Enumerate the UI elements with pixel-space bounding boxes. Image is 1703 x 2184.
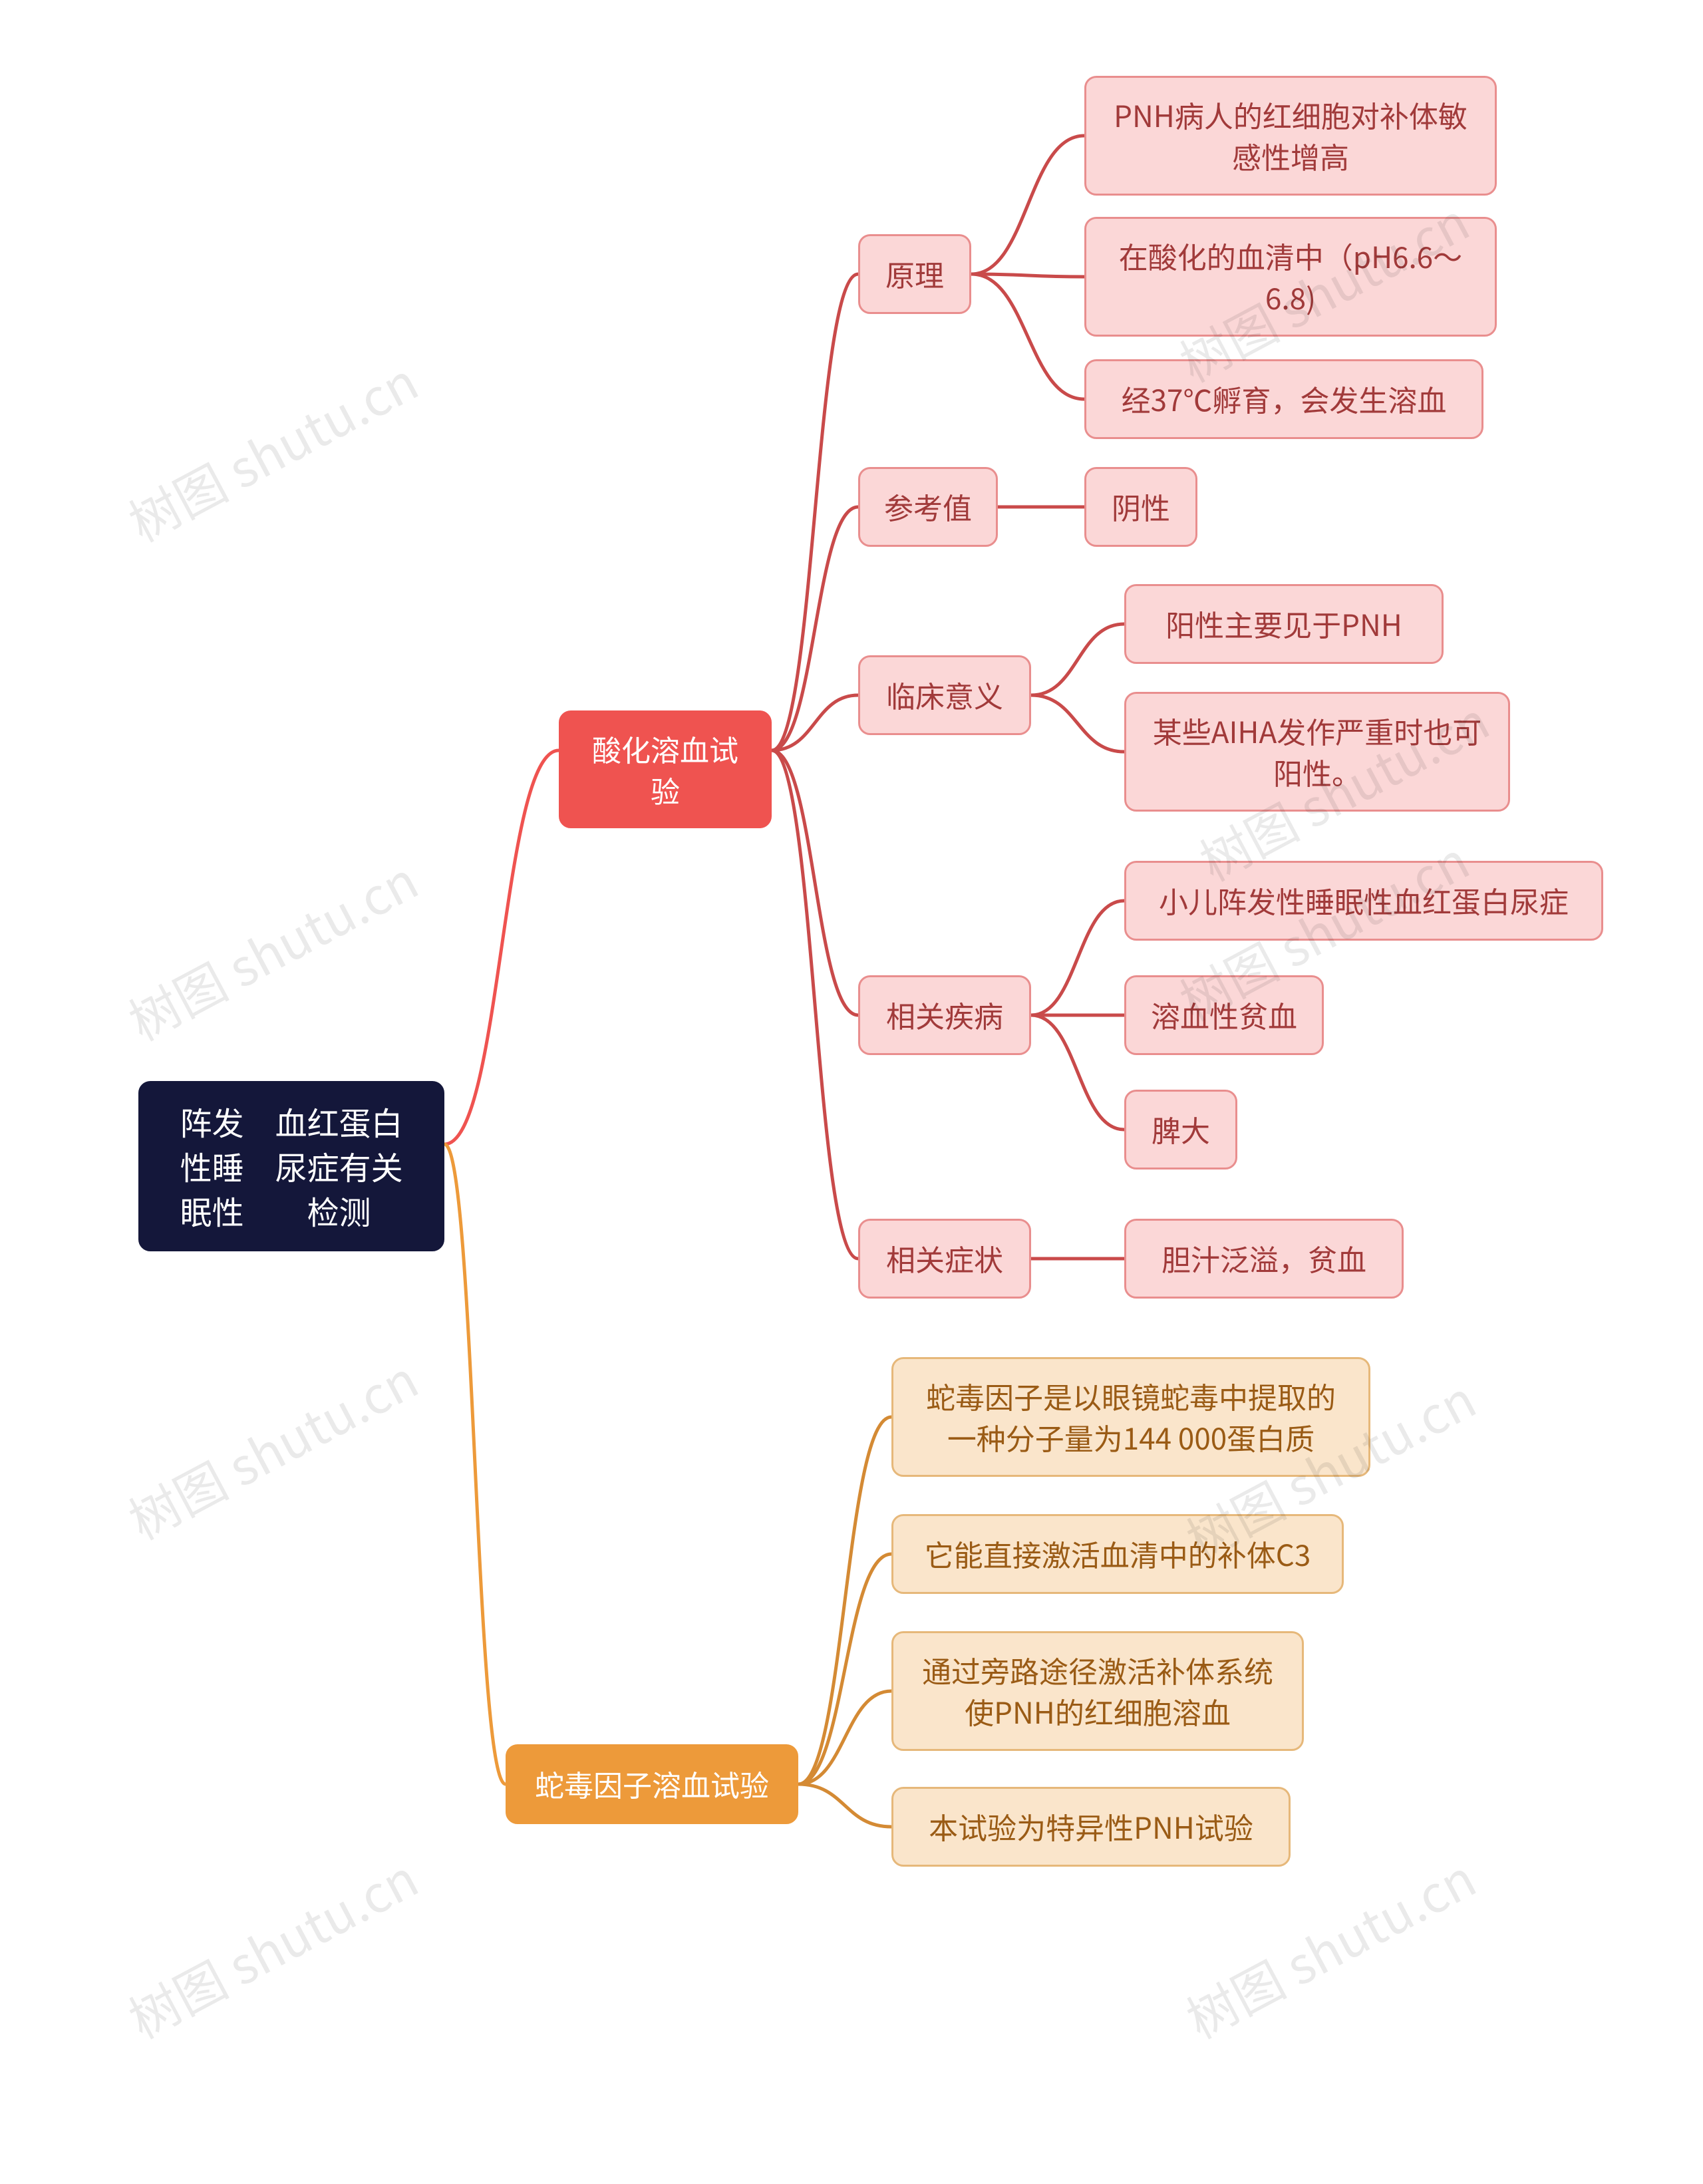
clinical-leaf: 某些AIHA发作严重时也可阳性。 <box>1124 692 1510 812</box>
principle-leaf: PNH病人的红细胞对补体敏感性增高 <box>1084 76 1497 196</box>
ref-node: 参考值 <box>858 467 998 547</box>
root-node: 阵发性睡眠性血红蛋白尿症有关检测 <box>138 1081 444 1251</box>
watermark: 树图 shutu.cn <box>1172 1839 1487 2052</box>
ref-leaf: 阴性 <box>1084 467 1197 547</box>
watermark: 树图 shutu.cn <box>114 1839 429 2052</box>
watermark: 树图 shutu.cn <box>114 342 429 555</box>
symptom-leaf: 胆汁泛溢，贫血 <box>1124 1219 1404 1299</box>
disease-leaf: 小儿阵发性睡眠性血红蛋白尿症 <box>1124 861 1603 941</box>
principle-leaf: 在酸化的血清中（pH6.6～6.8) <box>1084 217 1497 337</box>
mindmap-stage: 阵发性睡眠性血红蛋白尿症有关检测 酸化溶血试验蛇毒因子溶血试验 原理参考值临床意义相… <box>0 0 1703 2184</box>
disease-leaf: 溶血性贫血 <box>1124 975 1324 1055</box>
snake-node: 蛇毒因子溶血试验 <box>506 1744 798 1824</box>
watermark: 树图 shutu.cn <box>114 1340 429 1553</box>
symptoms-node: 相关症状 <box>858 1219 1031 1299</box>
diseases-node: 相关疾病 <box>858 975 1031 1055</box>
snake-leaf: 本试验为特异性PNH试验 <box>891 1787 1291 1867</box>
principle-leaf: 经37℃孵育，会发生溶血 <box>1084 359 1483 439</box>
disease-leaf: 脾大 <box>1124 1090 1237 1170</box>
snake-leaf: 蛇毒因子是以眼镜蛇毒中提取的一种分子量为144 000蛋白质 <box>891 1357 1370 1477</box>
princ-node: 原理 <box>858 234 971 314</box>
snake-leaf: 通过旁路途径激活补体系统使PNH的红细胞溶血 <box>891 1631 1304 1751</box>
acid-node: 酸化溶血试验 <box>559 710 772 828</box>
clin-node: 临床意义 <box>858 655 1031 735</box>
clinical-leaf: 阳性主要见于PNH <box>1124 584 1444 664</box>
watermark: 树图 shutu.cn <box>114 841 429 1054</box>
snake-leaf: 它能直接激活血清中的补体C3 <box>891 1514 1344 1594</box>
